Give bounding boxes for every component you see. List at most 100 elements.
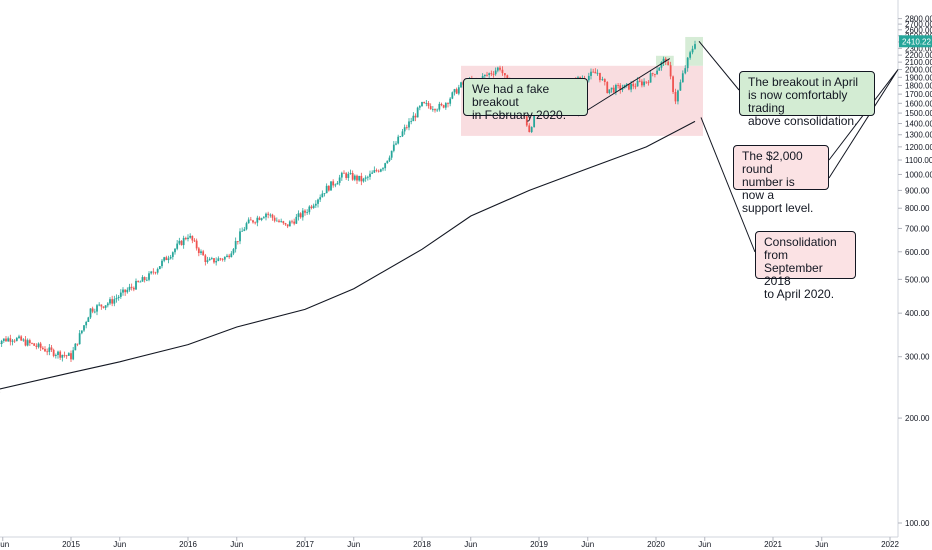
candle-body [457, 87, 460, 94]
candle-body [228, 255, 231, 258]
price-tick-label: 1100.00 [905, 156, 932, 165]
candle-body [267, 213, 270, 215]
candle-body [621, 88, 624, 90]
candle-body [145, 279, 148, 281]
last-price-badge [899, 35, 932, 48]
candle-body [460, 82, 462, 88]
candle-body [26, 340, 29, 346]
candle-body [54, 355, 57, 356]
time-tick-label: 2022 [881, 540, 899, 549]
candle-body [269, 214, 272, 216]
candle-body [373, 170, 376, 173]
candle-body [239, 231, 241, 242]
candle-body [686, 57, 689, 69]
candle-body [89, 308, 92, 318]
pointer-consolidation [700, 117, 756, 253]
candle-body [421, 102, 423, 107]
candle-body [625, 83, 628, 85]
time-axis[interactable]: Jun 2015 Jun 2016 Jun 2017 Jun 2018 Jun 2019 Jun 20… [0, 536, 899, 549]
candle-body [128, 286, 131, 290]
candle-body [293, 221, 296, 224]
candle-body [405, 127, 408, 129]
candle-body [399, 136, 402, 138]
annotation-pointers [577, 40, 899, 253]
candle-body [284, 223, 287, 225]
time-tick-label: 2017 [296, 540, 314, 549]
candle-body [219, 258, 222, 260]
candle-body [39, 343, 42, 348]
candle-body [76, 343, 79, 345]
candle-body [154, 272, 157, 274]
candle-body [345, 173, 348, 178]
candle-body [636, 80, 639, 87]
candle-body [100, 304, 103, 307]
candle-body [401, 131, 404, 137]
candle-body [57, 351, 59, 356]
candle-body [161, 260, 163, 267]
candle-body [260, 218, 263, 220]
candle-body [601, 79, 604, 81]
candle-body [390, 150, 393, 158]
candle-body [431, 109, 434, 110]
annotation-consolidation: Consolidation from September 2018 to Apr… [755, 231, 856, 301]
candle-body [606, 81, 609, 94]
candle-body [358, 175, 361, 181]
candle-body [232, 249, 235, 254]
time-tick-label: 2021 [764, 540, 782, 549]
candle-body [351, 173, 354, 180]
candle-body [80, 330, 83, 334]
candle-body [91, 308, 94, 312]
candle-body [647, 82, 650, 84]
price-tick-label: 2300.00 [905, 44, 932, 53]
candle-body [7, 338, 10, 342]
time-tick-label: 2018 [413, 540, 431, 549]
candle-body [528, 125, 531, 133]
candle-body [658, 67, 661, 71]
candle-body [410, 121, 413, 122]
candle-body [615, 85, 617, 93]
candle-body [158, 266, 161, 270]
candle-body [258, 217, 261, 220]
candle-body [654, 74, 656, 75]
candle-body [41, 347, 44, 349]
candle-body [343, 172, 345, 174]
candle-body [429, 106, 432, 110]
price-tick-label: 2600.00 [905, 26, 932, 35]
candle-body [681, 73, 684, 83]
candle-body [295, 216, 298, 224]
candle-body [297, 213, 300, 217]
time-tick-label: 2016 [179, 540, 197, 549]
time-tick-label: Jun [0, 540, 9, 549]
price-axis[interactable]: 100.00 200.00 300.00 400.00 500.00 600.00 700.… [897, 0, 932, 537]
candle-body [619, 85, 622, 90]
candle-body [139, 281, 142, 283]
candle-body [11, 340, 14, 342]
price-tick-label: 100.00 [905, 519, 930, 528]
candle-body [13, 340, 16, 342]
candle-body [397, 136, 400, 144]
candle-body [684, 68, 687, 74]
candle-body [455, 89, 458, 94]
candle-body [451, 92, 454, 99]
candle-body [299, 213, 302, 218]
candle-body [96, 305, 98, 312]
candle-body [503, 73, 506, 76]
candle-body [130, 286, 133, 288]
candle-body [384, 163, 387, 169]
candle-body [418, 106, 421, 108]
candle-body [106, 303, 109, 306]
candle-body [18, 336, 20, 338]
candle-body [85, 321, 88, 326]
candle-body [171, 252, 174, 257]
annotation-fake-breakout: We had a fake breakout in February 2020. [463, 78, 588, 122]
candle-body [241, 230, 244, 232]
candle-body [610, 87, 613, 90]
candle-body [689, 52, 692, 58]
candle-body [596, 72, 599, 74]
candle-body [176, 243, 179, 249]
candle-body [187, 237, 189, 240]
time-tick-label: 2020 [647, 540, 665, 549]
candle-body [388, 157, 391, 161]
candle-body [382, 168, 384, 170]
